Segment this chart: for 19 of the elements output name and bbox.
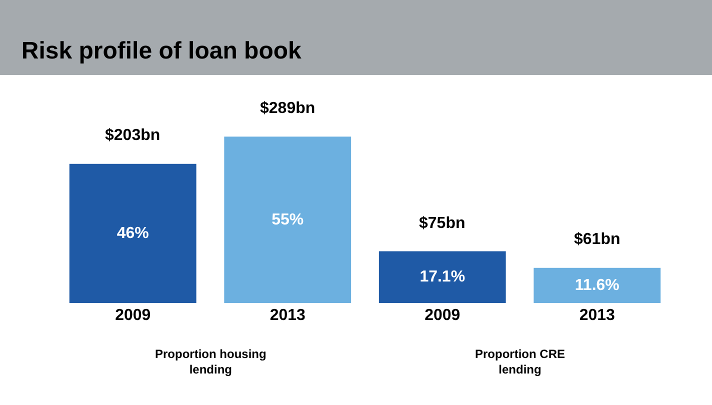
bar: [69, 164, 196, 303]
bar: [378, 251, 506, 303]
chart-title: Risk profile of loan book: [21, 37, 302, 64]
bar: [534, 268, 661, 303]
x-tick-label: 2013: [270, 307, 306, 324]
bar: [224, 136, 352, 303]
x-tick-label: 2009: [115, 307, 151, 324]
x-tick-label: 2013: [579, 307, 616, 324]
data-label: 11.6%: [574, 276, 620, 294]
annotation: $61bn: [574, 231, 620, 248]
annotation: $75bn: [419, 215, 466, 232]
data-label: 17.1%: [420, 268, 466, 286]
annotation: $203bn: [105, 127, 160, 144]
x-tick-label: 2009: [424, 307, 460, 324]
data-label: 55%: [272, 211, 304, 228]
annotation: $289bn: [260, 100, 316, 117]
data-label: 46%: [116, 224, 149, 242]
text: Proportion housing lending: [155, 347, 266, 377]
text: Proportion CRE lending: [475, 347, 565, 377]
